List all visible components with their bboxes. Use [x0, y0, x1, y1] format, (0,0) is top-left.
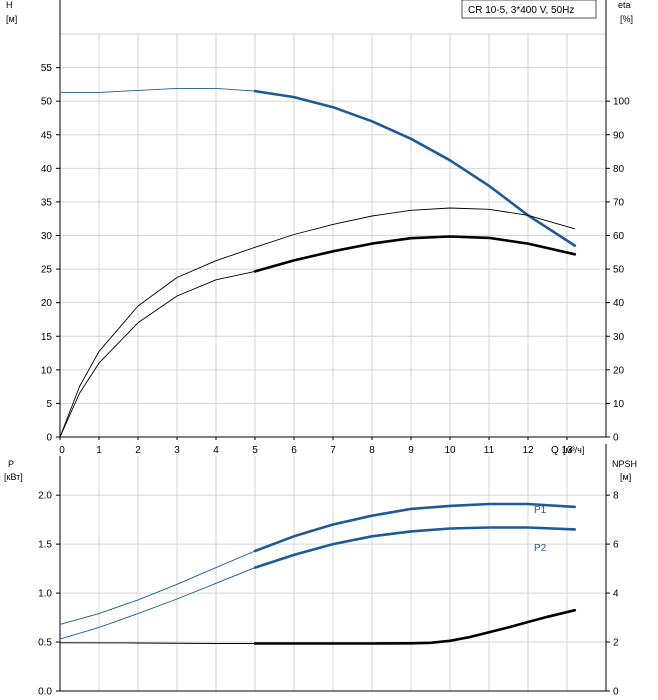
y-right-tick-label: 0 — [613, 687, 619, 698]
chart-title: CR 10-5, 3*400 V, 50Hz — [468, 5, 574, 16]
x-tick-label: 4 — [213, 445, 219, 456]
y-right-tick-label: 70 — [613, 197, 625, 208]
series-line-top-0 — [59, 87, 576, 247]
series-line-top-1 — [59, 207, 576, 438]
x-tick-label: 3 — [174, 445, 180, 456]
bottom-chart: 0.0 0.5 1.0 1.5 2.0 0 2 4 6 8 P [кВт] NPSH [м] P1… — [4, 444, 637, 698]
x-tick-label: 0 — [59, 445, 65, 456]
top-chart: 0510152025303540455055010203040506070809… — [6, 0, 633, 456]
y-right-tick-label: 6 — [613, 540, 619, 551]
bottom-axes — [56, 444, 610, 692]
y-right-tick-label: 0 — [613, 433, 619, 444]
top-right-axis-unit: [%] — [620, 14, 633, 24]
y-right-tick-label: 90 — [613, 130, 625, 141]
y-left-tick-label: 10 — [41, 365, 53, 376]
y-right-tick-label: 100 — [613, 97, 630, 108]
x-axis-unit: [м³/ч] — [563, 445, 584, 455]
y-left-tick-label: 2.0 — [38, 491, 52, 502]
bottom-left-axis-unit: [кВт] — [4, 472, 23, 482]
y-left-tick-label: 45 — [41, 130, 53, 141]
y-right-tick-label: 40 — [613, 298, 625, 309]
series-operating-p1 — [253, 502, 577, 553]
bottom-right-axis-label: NPSH — [612, 459, 637, 469]
bottom-tick-labels: 0.0 0.5 1.0 1.5 2.0 0 2 4 6 8 — [38, 491, 619, 698]
series-line-p1 — [59, 503, 576, 625]
y-left-tick-label: 1.5 — [38, 540, 52, 551]
y-left-tick-label: 0.0 — [38, 687, 52, 698]
top-left-axis-unit: [м] — [6, 14, 17, 24]
y-right-tick-label: 20 — [613, 365, 625, 376]
y-right-tick-label: 8 — [613, 491, 619, 502]
y-left-tick-label: 0.5 — [38, 638, 52, 649]
x-axis-label: Q — [551, 445, 559, 456]
y-right-tick-label: 60 — [613, 231, 625, 242]
x-tick-label: 13 — [561, 445, 573, 456]
y-left-tick-label: 0 — [46, 433, 52, 444]
y-left-tick-label: 5 — [46, 399, 52, 410]
y-right-tick-label: 4 — [613, 589, 619, 600]
y-right-tick-label: 2 — [613, 638, 619, 649]
y-right-tick-label: 50 — [613, 265, 625, 276]
y-left-tick-label: 20 — [41, 298, 53, 309]
y-right-tick-label: 80 — [613, 164, 625, 175]
x-tick-label: 10 — [444, 445, 456, 456]
y-left-tick-label: 55 — [41, 63, 53, 74]
y-left-tick-label: 50 — [41, 97, 53, 108]
y-right-tick-label: 30 — [613, 332, 625, 343]
top-axes — [56, 0, 610, 440]
y-left-tick-label: 40 — [41, 164, 53, 175]
y-left-tick-label: 30 — [41, 231, 53, 242]
x-tick-label: 2 — [135, 445, 141, 456]
bottom-left-axis-label: P — [8, 459, 14, 469]
series-operating-top-0 — [253, 89, 577, 247]
bottom-grid — [59, 456, 607, 692]
x-tick-label: 8 — [369, 445, 375, 456]
bottom-series — [59, 502, 577, 645]
title-box — [461, 0, 597, 19]
series-label-p2: P2 — [534, 543, 547, 554]
top-grid — [59, 33, 607, 438]
x-tick-label: 1 — [96, 445, 102, 456]
x-tick-label: 5 — [252, 445, 258, 456]
series-label-p1: P1 — [534, 505, 547, 516]
series-operating-npsh — [253, 608, 577, 645]
y-left-tick-label: 35 — [41, 197, 53, 208]
x-tick-label: 12 — [522, 445, 534, 456]
x-tick-label: 6 — [291, 445, 297, 456]
top-right-axis-label: eta — [618, 0, 631, 10]
top-left-axis-label: H — [6, 0, 13, 10]
y-left-tick-label: 25 — [41, 265, 53, 276]
series-operating-p2 — [253, 526, 577, 569]
bottom-right-axis-unit: [м] — [620, 472, 631, 482]
top-series — [59, 87, 577, 438]
y-left-tick-label: 15 — [41, 332, 53, 343]
y-right-tick-label: 10 — [613, 399, 625, 410]
series-line-npsh — [59, 609, 576, 644]
y-left-tick-label: 1.0 — [38, 589, 52, 600]
x-tick-label: 11 — [484, 445, 495, 456]
series-operating-top-2 — [253, 235, 577, 273]
x-tick-label: 7 — [330, 445, 336, 456]
x-tick-label: 9 — [408, 445, 414, 456]
top-tick-labels: 0510152025303540455055010203040506070809… — [41, 63, 630, 456]
